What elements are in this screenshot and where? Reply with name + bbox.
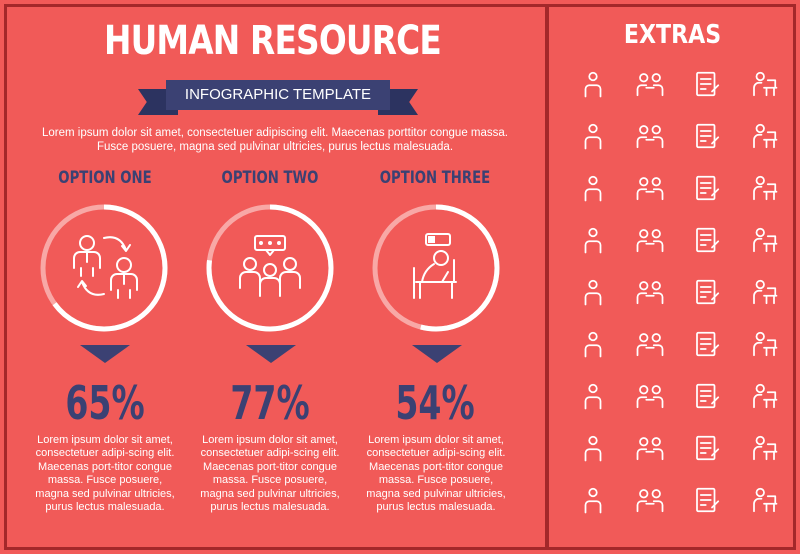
people-exchange-icon [742,480,786,520]
growth-icon [685,220,729,260]
ribbon-banner: INFOGRAPHIC TEMPLATE [138,80,418,116]
businessman-walking-icon [742,116,786,156]
team-leader-icon [571,64,615,104]
money-bag-icon [571,324,615,364]
monitor-icon [742,324,786,364]
meeting-icon [628,64,672,104]
success-person-icon [628,116,672,156]
shop-icon [571,428,615,468]
document-sign-icon [685,64,729,104]
laptop-worker-icon [628,376,672,416]
option-two-percent: 77% [230,376,310,430]
diamond-icon [571,272,615,312]
idea-person-icon [742,272,786,312]
audience-icon [628,480,672,520]
downtrend-icon [685,116,729,156]
option-one-text: Lorem ipsum dolor sit amet, consectetuer… [35,434,175,514]
option-three-percent: 54% [395,376,475,430]
deadline-icon [742,168,786,208]
option-one-ring [40,204,168,332]
board-chart-icon [685,272,729,312]
doctor-icon [628,428,672,468]
desk-worker-icon [742,64,786,104]
option-one-percent: 65% [65,376,145,430]
outer-frame [4,4,796,550]
conference-icon [685,428,729,468]
team-discussion-icon [239,235,301,297]
heart-icon [628,272,672,312]
recycle-icon [742,376,786,416]
option-one-title: OPTION ONE [58,168,152,188]
intro-text: Lorem ipsum dolor sit amet, consectetuer… [42,127,508,153]
tired-worker-icon [413,233,457,299]
group-icon [571,220,615,260]
option-three-title: OPTION THREE [379,168,491,188]
piggy-bank-icon [628,324,672,364]
cash-stack-icon [571,376,615,416]
winner-icon [628,220,672,260]
ring-progress [40,204,168,332]
standing-person-icon [742,220,786,260]
manager-icon [628,168,672,208]
exchange-people-icon [73,235,138,299]
dollar-icon [571,116,615,156]
ribbon-label: INFOGRAPHIC TEMPLATE [166,80,390,110]
option-two-text: Lorem ipsum dolor sit amet, consectetuer… [200,434,340,514]
checklist-icon [742,428,786,468]
option-three-text: Lorem ipsum dolor sit amet, consectetuer… [366,434,506,514]
presentation-icon [571,168,615,208]
option-two-ring [206,204,334,332]
ring-progress [372,204,500,332]
chart-presenter-icon [685,376,729,416]
option-two-title: OPTION TWO [221,168,319,188]
page-title: HUMAN RESOURCE [103,18,442,64]
extras-title: EXTRAS [623,20,722,50]
column-divider [545,4,549,550]
whiteboard-icon [685,324,729,364]
option-three-ring [372,204,500,332]
direction-person-icon [685,480,729,520]
stress-icon [685,168,729,208]
ring-progress [206,204,334,332]
globe-icon [571,480,615,520]
